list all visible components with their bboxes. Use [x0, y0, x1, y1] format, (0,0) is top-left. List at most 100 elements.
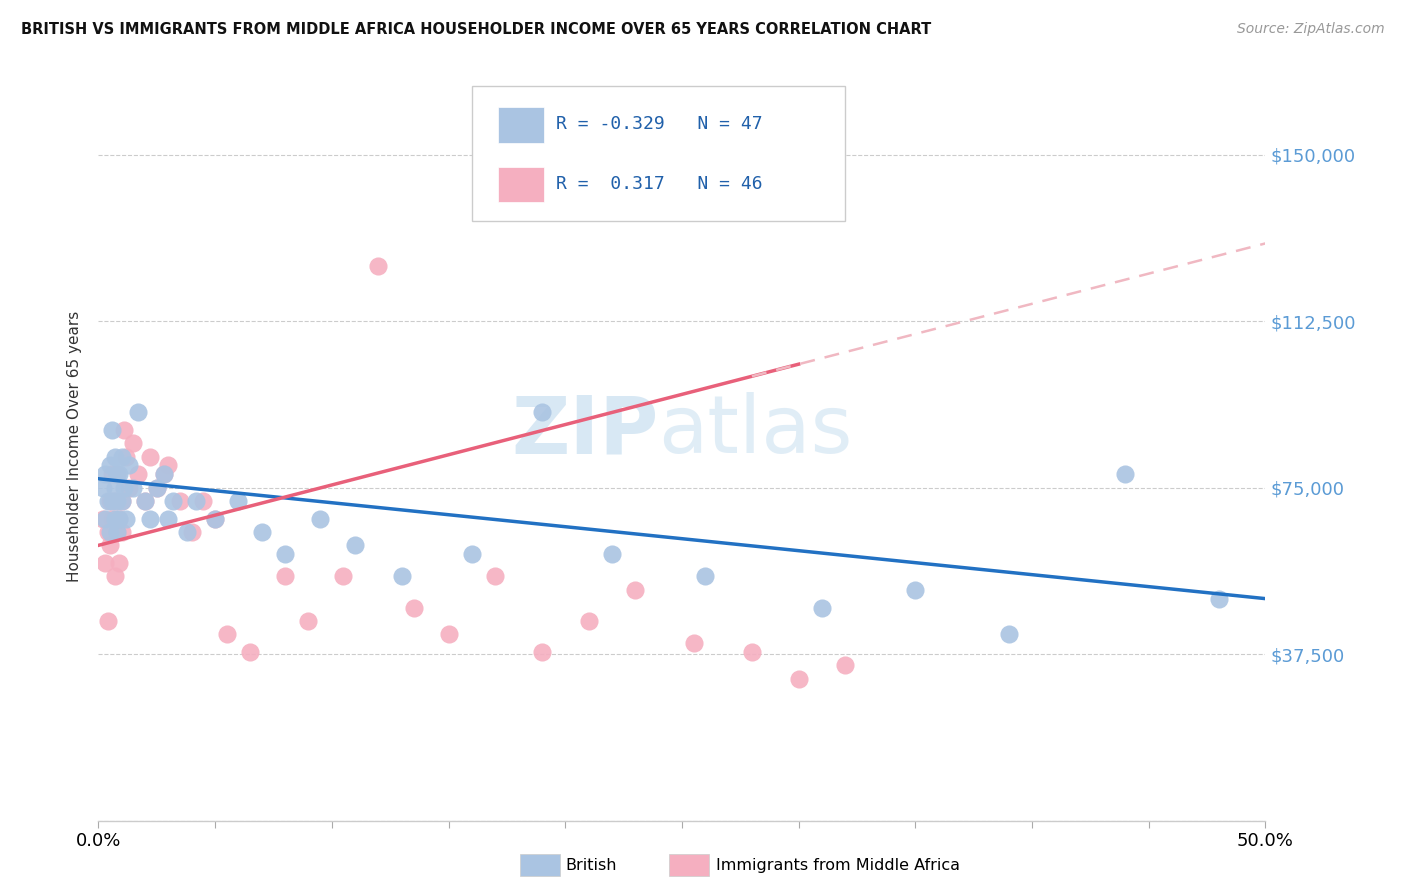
Point [101, 423, 124, 437]
Text: British: British [565, 858, 617, 872]
Point [180, 524, 202, 539]
Text: Source: ZipAtlas.com: Source: ZipAtlas.com [1237, 22, 1385, 37]
Point [484, 569, 506, 583]
Point [811, 600, 834, 615]
Point [204, 512, 226, 526]
Point [834, 658, 856, 673]
Point [118, 458, 141, 473]
Point [578, 614, 600, 628]
Point [115, 512, 138, 526]
Point [1114, 467, 1136, 482]
Point [98, 494, 121, 508]
Point [134, 494, 156, 508]
Point [98, 538, 121, 552]
Point [139, 512, 162, 526]
Point [105, 467, 128, 482]
Point [695, 569, 717, 583]
Point [391, 569, 413, 583]
Y-axis label: Householder Income Over 65 years: Householder Income Over 65 years [67, 310, 83, 582]
Point [152, 467, 174, 482]
Point [624, 582, 647, 597]
Point [139, 450, 162, 464]
Point [157, 458, 180, 473]
Point [104, 450, 127, 464]
Point [122, 481, 145, 495]
Point [91, 481, 114, 495]
Point [105, 494, 128, 508]
Point [162, 494, 184, 508]
Point [101, 467, 124, 482]
Point [228, 494, 250, 508]
Text: BRITISH VS IMMIGRANTS FROM MIDDLE AFRICA HOUSEHOLDER INCOME OVER 65 YEARS CORREL: BRITISH VS IMMIGRANTS FROM MIDDLE AFRICA… [21, 22, 931, 37]
Point [98, 458, 121, 473]
Point [309, 512, 332, 526]
Point [344, 538, 367, 552]
Point [105, 524, 128, 539]
Point [97, 494, 120, 508]
Point [105, 467, 128, 482]
Point [91, 512, 114, 526]
Point [98, 524, 121, 539]
Point [402, 600, 425, 615]
Point [111, 524, 134, 539]
Point [239, 645, 262, 659]
Point [112, 423, 135, 437]
Point [297, 614, 319, 628]
Point [530, 405, 553, 419]
Text: atlas: atlas [658, 392, 853, 470]
Point [530, 645, 553, 659]
Point [461, 547, 484, 561]
Point [186, 494, 208, 508]
Point [111, 450, 134, 464]
Point [367, 259, 389, 273]
Point [437, 627, 460, 641]
Text: R =  0.317   N = 46: R = 0.317 N = 46 [555, 175, 762, 193]
Point [193, 494, 215, 508]
Point [94, 556, 117, 570]
Point [112, 481, 135, 495]
Point [146, 481, 169, 495]
Point [787, 672, 810, 686]
Point [274, 547, 297, 561]
Point [122, 436, 145, 450]
Point [274, 569, 297, 583]
Point [997, 627, 1019, 641]
Point [682, 636, 704, 650]
FancyBboxPatch shape [498, 106, 544, 143]
Point [111, 494, 134, 508]
Point [108, 556, 131, 570]
Text: R = -0.329   N = 47: R = -0.329 N = 47 [555, 115, 762, 133]
Point [108, 512, 131, 526]
Point [104, 569, 127, 583]
Point [741, 645, 763, 659]
Point [127, 467, 149, 482]
Text: ZIP: ZIP [512, 392, 658, 470]
Point [904, 582, 927, 597]
Point [108, 512, 131, 526]
Point [97, 524, 120, 539]
Point [169, 494, 191, 508]
Text: Immigrants from Middle Africa: Immigrants from Middle Africa [716, 858, 960, 872]
Point [94, 512, 117, 526]
Point [104, 494, 127, 508]
Point [94, 467, 117, 482]
Point [127, 405, 149, 419]
Point [1208, 591, 1230, 606]
Point [104, 512, 127, 526]
Point [108, 467, 131, 482]
Point [115, 450, 138, 464]
FancyBboxPatch shape [472, 87, 845, 221]
Point [204, 512, 226, 526]
Point [157, 512, 180, 526]
FancyBboxPatch shape [498, 167, 544, 202]
Point [111, 494, 134, 508]
Point [600, 547, 623, 561]
Point [101, 512, 124, 526]
Point [176, 524, 198, 539]
Point [332, 569, 354, 583]
Point [215, 627, 238, 641]
Point [152, 467, 174, 482]
Point [97, 614, 120, 628]
Point [104, 481, 127, 495]
Point [134, 494, 156, 508]
